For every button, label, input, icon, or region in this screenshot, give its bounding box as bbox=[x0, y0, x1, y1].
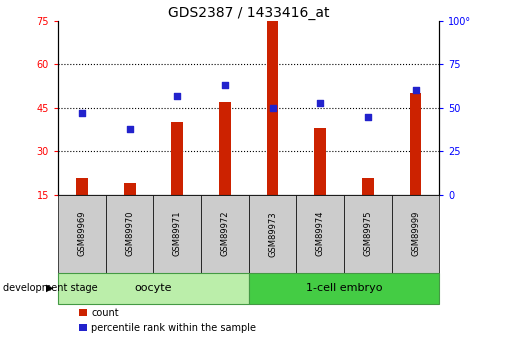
Text: GSM89971: GSM89971 bbox=[173, 211, 182, 256]
Text: GSM89974: GSM89974 bbox=[316, 211, 325, 256]
Point bbox=[78, 110, 86, 116]
Bar bbox=[249, 273, 439, 304]
Bar bbox=[267, 21, 278, 195]
Bar bbox=[296, 195, 344, 273]
Point bbox=[126, 126, 134, 131]
Point bbox=[221, 82, 229, 88]
Bar bbox=[219, 102, 231, 195]
Bar bbox=[314, 128, 326, 195]
Bar bbox=[76, 177, 88, 195]
Title: GDS2387 / 1433416_at: GDS2387 / 1433416_at bbox=[168, 6, 329, 20]
Point bbox=[269, 105, 277, 110]
Point bbox=[173, 93, 181, 98]
Text: GSM89969: GSM89969 bbox=[77, 211, 86, 256]
Bar bbox=[124, 183, 135, 195]
Point bbox=[412, 88, 420, 93]
Bar bbox=[201, 195, 249, 273]
Legend: count, percentile rank within the sample: count, percentile rank within the sample bbox=[76, 304, 260, 337]
Text: GSM89999: GSM89999 bbox=[411, 211, 420, 256]
Bar bbox=[58, 195, 106, 273]
Bar bbox=[249, 195, 296, 273]
Text: GSM89970: GSM89970 bbox=[125, 211, 134, 256]
Text: oocyte: oocyte bbox=[135, 283, 172, 293]
Bar bbox=[58, 273, 249, 304]
Text: ▶: ▶ bbox=[45, 283, 53, 293]
Text: GSM89972: GSM89972 bbox=[220, 211, 229, 256]
Bar bbox=[106, 195, 154, 273]
Text: 1-cell embryo: 1-cell embryo bbox=[306, 283, 382, 293]
Point bbox=[364, 114, 372, 119]
Bar bbox=[392, 195, 439, 273]
Bar bbox=[154, 195, 201, 273]
Text: GSM89975: GSM89975 bbox=[364, 211, 372, 256]
Point bbox=[316, 100, 324, 105]
Bar bbox=[410, 93, 422, 195]
Text: development stage: development stage bbox=[3, 283, 97, 293]
Bar bbox=[171, 122, 183, 195]
Text: GSM89973: GSM89973 bbox=[268, 211, 277, 257]
Bar bbox=[344, 195, 392, 273]
Bar bbox=[362, 177, 374, 195]
